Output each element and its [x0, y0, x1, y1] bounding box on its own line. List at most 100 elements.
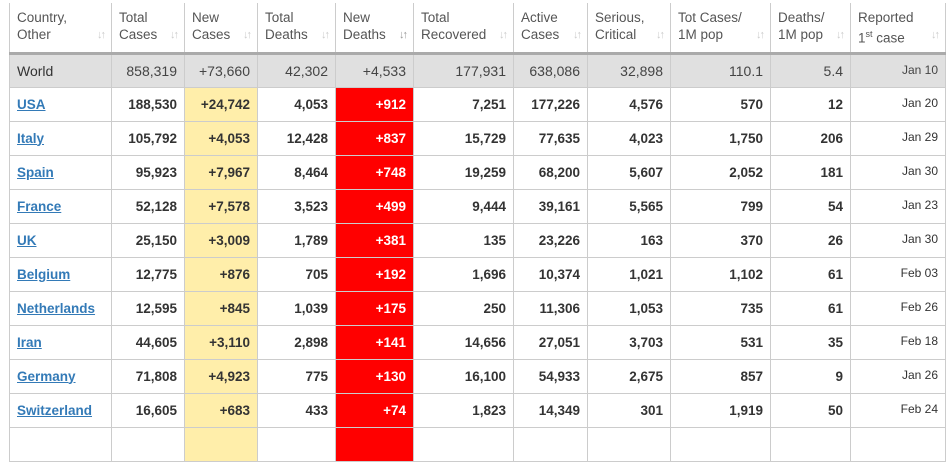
cell-serious-critical: 1,053 [587, 290, 671, 326]
sort-arrows-icon[interactable]: ↓↑ [499, 28, 508, 41]
sort-arrows-icon[interactable]: ↓↑ [756, 28, 765, 41]
cell-active-cases: 39,161 [513, 188, 588, 224]
header-label-line1: Serious, [595, 10, 645, 25]
cell-new-cases: +845 [184, 290, 258, 326]
table-row [9, 426, 946, 462]
cell-empty [850, 426, 946, 462]
cell-empty [587, 426, 671, 462]
cell-cases-per-1m: 857 [670, 358, 771, 394]
sort-arrows-icon[interactable]: ↓↑ [836, 28, 845, 41]
header-label-superscript: st [865, 29, 873, 39]
column-header-new-cases[interactable]: New Cases ↓↑ [184, 3, 258, 55]
header-label-line2: Cases [119, 27, 158, 42]
cell-country: Iran [9, 324, 112, 360]
country-link[interactable]: France [17, 198, 62, 214]
country-link[interactable]: Switzerland [17, 402, 93, 418]
sort-arrows-icon[interactable]: ↓↑ [656, 28, 665, 41]
sort-arrows-icon[interactable]: ↓↑ [170, 28, 179, 41]
cell-total-recovered: 1,696 [413, 256, 514, 292]
cell-total-cases: 12,595 [111, 290, 185, 326]
country-link[interactable]: Netherlands [17, 300, 96, 316]
column-header-country[interactable]: Country, Other ↓↑ [9, 3, 112, 55]
cell-cases-per-1m: 735 [670, 290, 771, 326]
cell-new-cases: +683 [184, 392, 258, 428]
country-link[interactable]: Iran [17, 334, 42, 350]
cell-deaths-per-1m: 35 [770, 324, 851, 360]
sort-arrows-icon[interactable]: ↓↑ [399, 28, 408, 41]
column-header-deaths-per-1m[interactable]: Deaths/1M pop ↓↑ [770, 3, 851, 55]
sort-arrows-icon[interactable]: ↓↑ [931, 28, 940, 41]
table-row: Switzerland 16,605 +683 433 +74 1,823 14,349 30… [9, 392, 946, 428]
cell-total-deaths: 12,428 [257, 120, 336, 156]
coronavirus-stats-table: Country, Other ↓↑ Total Cases ↓↑ New Cases ↓↑ Tot… [9, 3, 946, 462]
cell-new-cases: +7,578 [184, 188, 258, 224]
table-row: Belgium 12,775 +876 705 +192 1,696 10,374 1,021… [9, 256, 946, 292]
column-header-total-cases[interactable]: Total Cases ↓↑ [111, 3, 185, 55]
cell-total-cases: 95,923 [111, 154, 185, 190]
cell-cases-per-1m: 1,102 [670, 256, 771, 292]
cell-cases-per-1m: 110.1 [670, 52, 771, 88]
cell-total-deaths: 1,789 [257, 222, 336, 258]
cell-first-case: Jan 20 [850, 86, 946, 122]
table-row: Iran 44,605 +3,110 2,898 +141 14,656 27,051 3,7… [9, 324, 946, 360]
cell-total-cases: 12,775 [111, 256, 185, 292]
country-link[interactable]: UK [17, 232, 37, 248]
column-header-new-deaths[interactable]: New Deaths ↓↑ [335, 3, 414, 55]
column-header-total-recovered[interactable]: Total Recovered ↓↑ [413, 3, 514, 55]
column-header-first-case[interactable]: Reported 1st case ↓↑ [850, 3, 946, 55]
cell-active-cases: 27,051 [513, 324, 588, 360]
cell-total-recovered: 9,444 [413, 188, 514, 224]
country-link[interactable]: Italy [17, 130, 45, 146]
header-label-line1: New [343, 10, 371, 25]
sort-arrows-icon[interactable]: ↓↑ [573, 28, 582, 41]
cell-deaths-per-1m: 54 [770, 188, 851, 224]
cell-deaths-per-1m: 181 [770, 154, 851, 190]
cell-serious-critical: 2,675 [587, 358, 671, 394]
column-header-serious-critical[interactable]: Serious, Critical ↓↑ [587, 3, 671, 55]
cell-total-deaths: 3,523 [257, 188, 336, 224]
sort-arrows-icon[interactable]: ↓↑ [97, 28, 106, 41]
cell-active-cases: 11,306 [513, 290, 588, 326]
cell-new-deaths: +74 [335, 392, 414, 428]
cell-new-cases: +3,009 [184, 222, 258, 258]
header-label-line2: Cases [192, 27, 231, 42]
cell-deaths-per-1m: 9 [770, 358, 851, 394]
cell-cases-per-1m: 2,052 [670, 154, 771, 190]
cell-empty [184, 426, 258, 462]
column-header-active-cases[interactable]: Active Cases ↓↑ [513, 3, 588, 55]
header-label-line1: Active [521, 10, 558, 25]
country-link[interactable]: Germany [17, 368, 76, 384]
cell-country: Netherlands [9, 290, 112, 326]
cell-cases-per-1m: 570 [670, 86, 771, 122]
column-header-cases-per-1m[interactable]: Tot Cases/1M pop ↓↑ [670, 3, 771, 55]
table-row: Germany 71,808 +4,923 775 +130 16,100 54,933 2,… [9, 358, 946, 394]
cell-country: USA [9, 86, 112, 122]
cell-total-cases: 188,530 [111, 86, 185, 122]
header-label-line2: Critical [595, 27, 637, 42]
table-body: World 858,319 +73,660 42,302 +4,533 177,931 63… [9, 52, 946, 462]
table-row: Netherlands 12,595 +845 1,039 +175 250 11,306 1… [9, 290, 946, 326]
cell-country: Germany [9, 358, 112, 394]
country-link[interactable]: Belgium [17, 266, 71, 282]
sort-arrows-icon[interactable]: ↓↑ [321, 28, 330, 41]
cell-total-cases: 105,792 [111, 120, 185, 156]
country-link[interactable]: Spain [17, 164, 54, 180]
cell-cases-per-1m: 531 [670, 324, 771, 360]
cell-empty [335, 426, 414, 462]
cell-cases-per-1m: 1,750 [670, 120, 771, 156]
cell-country: UK [9, 222, 112, 258]
cell-country: Spain [9, 154, 112, 190]
country-link[interactable]: USA [17, 96, 46, 112]
table-row: UK 25,150 +3,009 1,789 +381 135 23,226 163 370 26… [9, 222, 946, 258]
column-header-total-deaths[interactable]: Total Deaths ↓↑ [257, 3, 336, 55]
cell-active-cases: 77,635 [513, 120, 588, 156]
header-label-line1: Tot Cases/ [678, 10, 742, 25]
sort-arrows-icon[interactable]: ↓↑ [243, 28, 252, 41]
cell-active-cases: 23,226 [513, 222, 588, 258]
cell-empty [257, 426, 336, 462]
cell-total-recovered: 1,823 [413, 392, 514, 428]
header-label-line2: Deaths [343, 27, 386, 42]
cell-total-recovered: 14,656 [413, 324, 514, 360]
cell-new-cases: +7,967 [184, 154, 258, 190]
cell-serious-critical: 5,565 [587, 188, 671, 224]
